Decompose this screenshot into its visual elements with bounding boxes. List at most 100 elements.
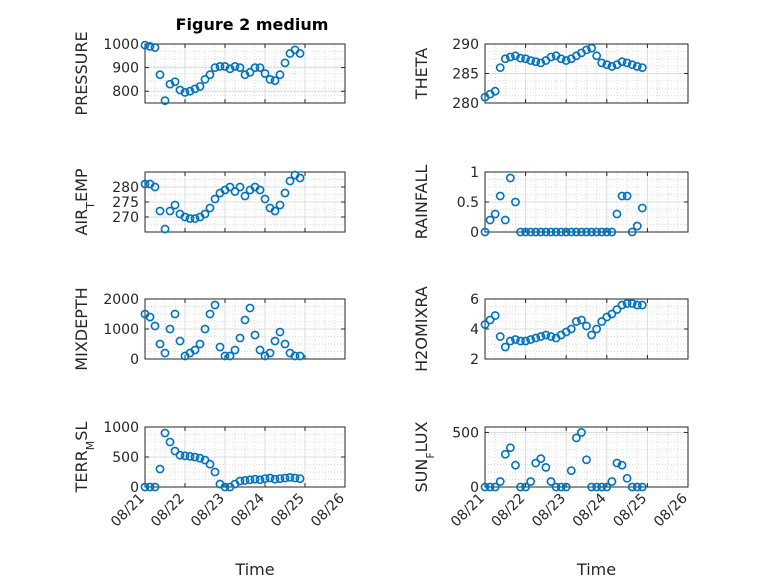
x-tick-label: 08/22 bbox=[148, 491, 188, 531]
y-tick-label: 1000 bbox=[103, 322, 139, 338]
y-tick-label: 280 bbox=[112, 180, 139, 196]
data-point bbox=[295, 173, 305, 183]
data-point bbox=[526, 335, 536, 344]
data-point bbox=[577, 315, 586, 325]
y-tick-label: 275 bbox=[112, 195, 139, 211]
data-point bbox=[270, 206, 280, 216]
data-point bbox=[295, 49, 305, 58]
data-point bbox=[155, 339, 165, 349]
data-point bbox=[255, 185, 265, 195]
data-point bbox=[290, 473, 300, 483]
data-point bbox=[245, 475, 255, 485]
panel-6: 2 4 6 H2OMIXRA bbox=[412, 286, 689, 372]
data-point bbox=[210, 300, 220, 310]
x-tick-label: 08/21 bbox=[108, 491, 148, 531]
y-tick-label: 6 bbox=[470, 292, 479, 308]
data-point bbox=[485, 482, 495, 492]
data-point bbox=[531, 227, 541, 237]
data-point bbox=[551, 227, 561, 237]
data-point bbox=[592, 324, 602, 334]
data-point bbox=[220, 62, 230, 71]
data-point bbox=[245, 303, 255, 313]
data-point bbox=[485, 215, 495, 225]
data-point bbox=[245, 67, 255, 77]
y-tick-label: 2 bbox=[470, 352, 479, 368]
data-point bbox=[577, 428, 586, 437]
data-point bbox=[587, 482, 596, 492]
data-point bbox=[240, 315, 250, 325]
y-label-rest: SL bbox=[72, 422, 91, 441]
data-point bbox=[165, 206, 175, 216]
data-point bbox=[280, 58, 290, 68]
y-tick-label: 0 bbox=[130, 352, 139, 368]
y-tick-label: 800 bbox=[112, 84, 139, 100]
data-point bbox=[225, 182, 235, 192]
data-point bbox=[566, 466, 576, 476]
data-point bbox=[622, 191, 632, 201]
y-tick-label: 0 bbox=[130, 480, 139, 496]
panel-1: 800 900 1000 PRESSURE bbox=[72, 31, 346, 116]
data-point bbox=[587, 227, 596, 237]
data-point bbox=[637, 482, 647, 492]
data-point bbox=[632, 62, 642, 71]
data-point bbox=[495, 63, 505, 72]
y-axis-label: H2OMIXRA bbox=[412, 286, 431, 372]
data-point bbox=[546, 332, 556, 341]
y-tick-label: 280 bbox=[452, 96, 479, 112]
data-point bbox=[140, 482, 150, 492]
data-point bbox=[160, 224, 170, 234]
data-point bbox=[516, 482, 525, 492]
panel-4: 0 0.5 1 RAINFALL bbox=[412, 165, 689, 241]
data-point bbox=[597, 317, 607, 326]
data-point bbox=[490, 209, 500, 219]
data-point bbox=[526, 227, 536, 237]
data-point bbox=[577, 227, 586, 237]
data-point bbox=[602, 227, 612, 237]
data-point bbox=[230, 187, 240, 196]
data-point bbox=[571, 433, 581, 443]
data-point bbox=[556, 54, 566, 64]
data-point bbox=[516, 336, 525, 346]
data-point bbox=[140, 179, 150, 189]
data-point bbox=[270, 474, 280, 484]
data-point bbox=[235, 333, 245, 343]
data-point bbox=[480, 320, 490, 329]
data-point bbox=[180, 451, 190, 461]
data-point bbox=[265, 75, 275, 84]
data-point bbox=[531, 333, 541, 343]
data-point bbox=[637, 63, 647, 72]
y-tick-label: 1000 bbox=[103, 420, 139, 436]
y-label-sub: T bbox=[84, 202, 97, 210]
data-point bbox=[220, 482, 230, 492]
data-point bbox=[612, 209, 622, 219]
data-point bbox=[511, 335, 520, 344]
y-axis-label: TERRMSL bbox=[72, 422, 97, 494]
data-point bbox=[205, 459, 215, 469]
data-point bbox=[561, 482, 571, 492]
y-tick-label: 500 bbox=[452, 425, 479, 441]
data-point bbox=[602, 482, 612, 492]
data-point bbox=[495, 332, 505, 341]
data-point bbox=[571, 317, 581, 326]
data-point bbox=[230, 62, 240, 71]
data-point bbox=[561, 227, 571, 237]
data-point bbox=[185, 86, 195, 96]
axes-box bbox=[484, 426, 689, 488]
data-point bbox=[165, 437, 175, 447]
data-point bbox=[582, 321, 591, 331]
data-point bbox=[592, 51, 602, 61]
data-point bbox=[170, 77, 180, 87]
data-point bbox=[541, 330, 551, 340]
data-point bbox=[592, 482, 602, 492]
data-point bbox=[165, 324, 175, 334]
data-point bbox=[265, 473, 275, 483]
data-point bbox=[597, 482, 607, 492]
data-point bbox=[215, 62, 225, 71]
data-point bbox=[582, 455, 591, 465]
data-point bbox=[505, 443, 515, 453]
data-point bbox=[170, 446, 180, 456]
data-point bbox=[500, 54, 510, 64]
y-label-rest: EMP bbox=[72, 168, 91, 202]
data-point bbox=[511, 197, 520, 207]
x-tick-label: 08/26 bbox=[308, 490, 348, 530]
